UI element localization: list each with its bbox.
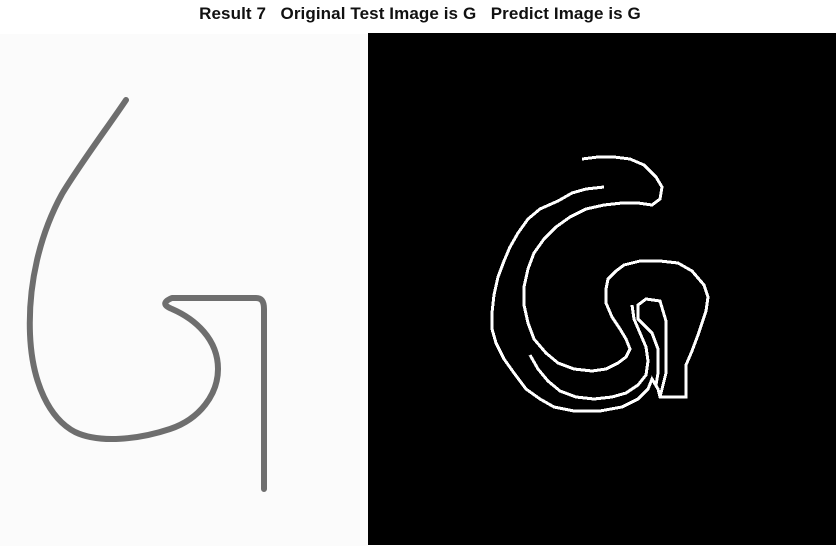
original-test-image xyxy=(0,34,368,546)
predicted-g-outline xyxy=(490,155,710,413)
figure-title: Result 7 Original Test Image is G Predic… xyxy=(199,4,641,23)
g-inner-contour xyxy=(528,304,650,401)
g-tail-contour xyxy=(636,297,668,398)
handwritten-g-drawing xyxy=(26,97,267,492)
predicted-image xyxy=(368,33,836,545)
handwritten-g-stroke xyxy=(26,97,267,492)
g-outer-contour xyxy=(490,155,710,413)
